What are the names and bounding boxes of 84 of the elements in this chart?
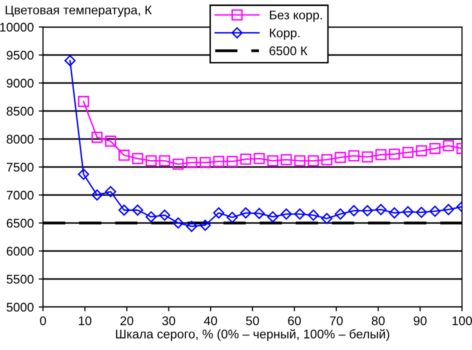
point xyxy=(294,155,306,166)
point xyxy=(64,54,76,66)
point xyxy=(442,140,454,152)
legend-label: 6500 К xyxy=(270,46,308,56)
x-tick-label: 40 xyxy=(204,316,218,326)
point xyxy=(254,153,265,164)
y-tick-label: 6000 xyxy=(6,246,34,256)
point xyxy=(429,142,441,154)
x-tick-label: 90 xyxy=(414,316,427,326)
legend-label: Без корр. xyxy=(270,10,322,22)
point xyxy=(226,212,238,224)
y-tick-label: 9000 xyxy=(6,78,34,88)
point xyxy=(78,96,90,108)
point xyxy=(362,205,373,216)
point xyxy=(280,154,292,166)
x-tick-label: 50 xyxy=(246,316,259,326)
point xyxy=(375,149,386,160)
x-tick-label: 20 xyxy=(120,316,134,326)
point xyxy=(416,145,427,156)
point xyxy=(200,156,211,168)
point xyxy=(91,189,103,201)
point xyxy=(146,211,157,222)
point xyxy=(402,206,414,218)
x-tick-label: 60 xyxy=(288,316,301,326)
point xyxy=(308,155,319,166)
point xyxy=(429,206,441,217)
point xyxy=(362,151,373,162)
point xyxy=(213,156,224,167)
point xyxy=(226,156,238,167)
point xyxy=(118,204,130,216)
point xyxy=(267,211,278,222)
point xyxy=(388,148,400,160)
point xyxy=(240,154,252,165)
point xyxy=(388,207,400,219)
y-axis-title: Цветовая температура, К xyxy=(6,6,152,17)
point xyxy=(402,146,414,158)
y-tick-label: 9500 xyxy=(6,50,34,60)
point xyxy=(213,207,224,219)
point xyxy=(146,155,157,166)
y-tick-label: 7500 xyxy=(6,162,34,172)
x-tick-label: 30 xyxy=(162,316,176,326)
point xyxy=(78,168,90,180)
point xyxy=(334,152,346,164)
x-tick-label: 100 xyxy=(452,316,472,326)
point xyxy=(159,155,170,166)
y-tick-label: 8000 xyxy=(6,134,34,144)
point xyxy=(240,207,252,219)
y-tick-label: 5500 xyxy=(6,274,34,284)
point xyxy=(132,153,144,164)
point xyxy=(132,204,144,216)
point xyxy=(267,155,278,166)
point xyxy=(280,208,292,220)
point xyxy=(159,210,170,221)
legend-label: Корр. xyxy=(270,28,300,40)
point xyxy=(200,220,211,231)
point xyxy=(348,205,360,216)
x-tick-label: 10 xyxy=(78,316,92,326)
x-axis-title: Шкала серого, % (0% – черный, 100% – белый) xyxy=(116,329,390,341)
y-tick-label: 7000 xyxy=(6,190,34,200)
point xyxy=(254,208,265,220)
y-tick-label: 10000 xyxy=(0,22,34,32)
point xyxy=(321,212,332,224)
point xyxy=(375,204,387,216)
x-tick-label: 0 xyxy=(40,316,46,326)
point xyxy=(308,210,319,221)
point xyxy=(104,186,116,198)
point xyxy=(105,136,116,147)
point xyxy=(172,217,184,229)
x-tick-label: 80 xyxy=(372,316,385,326)
point xyxy=(334,208,346,220)
point xyxy=(348,150,360,162)
point xyxy=(321,154,332,166)
point xyxy=(118,150,130,161)
point xyxy=(186,156,198,168)
x-tick-label: 70 xyxy=(330,316,343,326)
y-tick-label: 5000 xyxy=(6,302,34,312)
point xyxy=(442,204,454,216)
point xyxy=(172,158,184,170)
point xyxy=(294,208,306,220)
y-tick-label: 6500 xyxy=(6,218,34,228)
y-tick-label: 8500 xyxy=(6,106,34,116)
point xyxy=(416,206,428,218)
point xyxy=(91,132,103,143)
point xyxy=(186,220,198,232)
